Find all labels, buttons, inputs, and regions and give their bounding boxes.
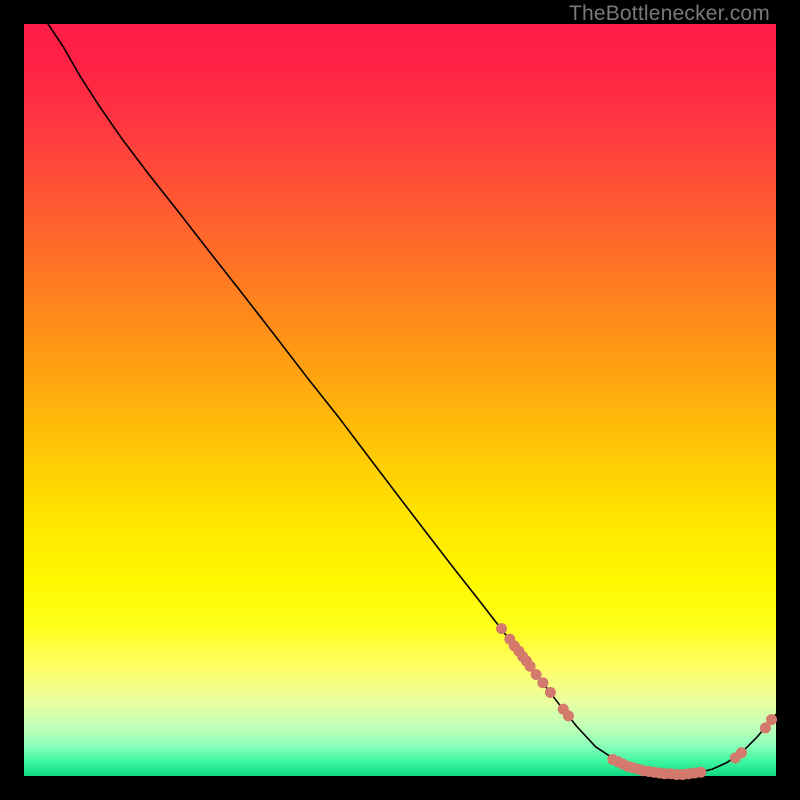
data-marker xyxy=(496,623,507,634)
data-marker xyxy=(563,710,574,721)
data-marker xyxy=(766,714,777,725)
chart-svg xyxy=(24,24,776,776)
watermark-text: TheBottlenecker.com xyxy=(569,2,770,26)
chart-frame xyxy=(24,24,776,776)
data-marker xyxy=(537,677,548,688)
chart-gradient-background xyxy=(24,24,776,776)
data-marker xyxy=(736,747,747,758)
data-marker xyxy=(545,687,556,698)
data-marker xyxy=(695,767,706,778)
